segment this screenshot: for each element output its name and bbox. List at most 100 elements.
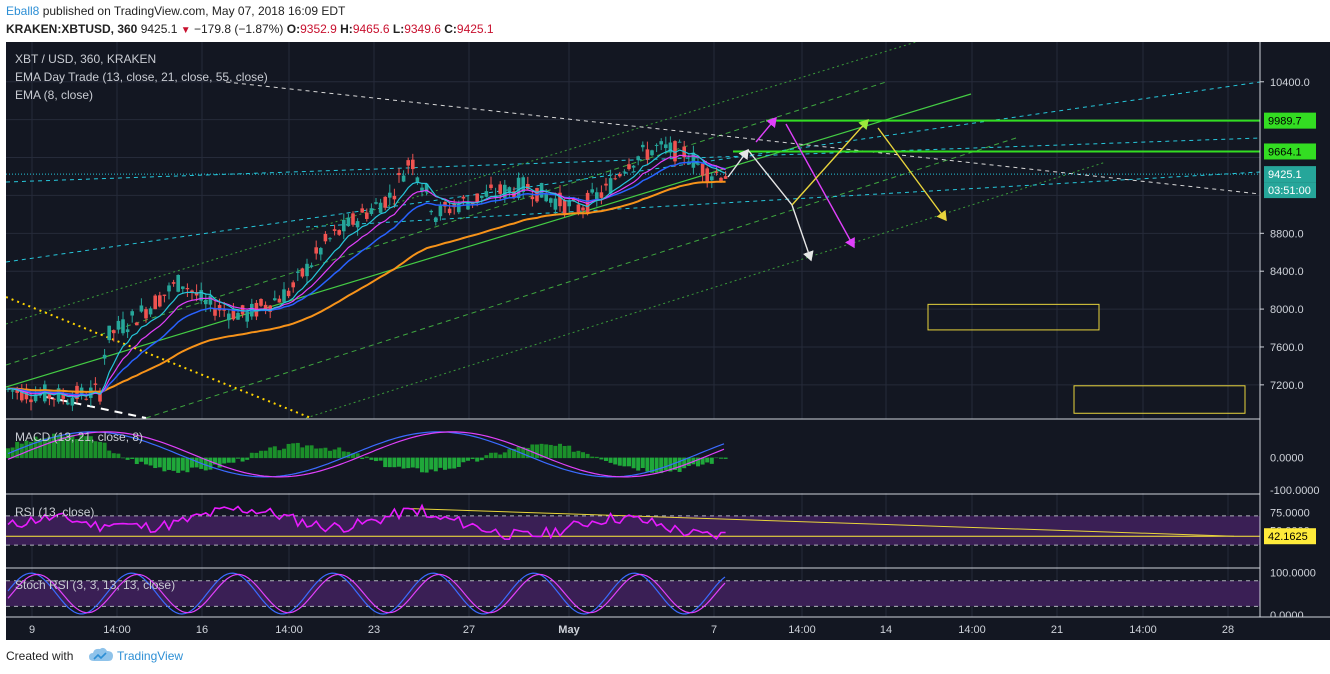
candle-body	[461, 196, 466, 199]
candle-body	[309, 265, 314, 267]
candle-body	[700, 163, 705, 176]
macd-histogram-bar	[98, 441, 102, 459]
macd-histogram-bar	[645, 457, 650, 472]
symbol-name: KRAKEN:XBTUSD, 360	[6, 22, 138, 36]
candle-body	[245, 311, 249, 322]
ema-13-line	[7, 154, 726, 397]
candle-body	[650, 150, 654, 156]
last-price-badge-bg	[1264, 166, 1316, 183]
candle-body	[654, 144, 659, 146]
candle-body	[337, 230, 341, 235]
macd-histogram-bar	[139, 457, 144, 462]
time-tick-label: 14:00	[275, 624, 303, 636]
candle-body	[397, 173, 401, 176]
created-with-text: Created with	[6, 649, 74, 663]
macd-histogram-bar	[130, 457, 135, 459]
candle-body	[167, 285, 171, 292]
candle-body	[181, 286, 185, 289]
countdown-badge-bg	[1264, 182, 1316, 199]
candle-body	[121, 319, 125, 334]
macd-histogram-bar	[272, 446, 277, 459]
time-tick-label: 14	[880, 624, 892, 636]
macd-histogram-bar	[466, 457, 470, 461]
macd-histogram-bar	[374, 457, 378, 462]
candle-body	[457, 204, 461, 213]
published-text: published on TradingView.com, May 07, 20…	[42, 4, 346, 18]
macd-histogram-bar	[392, 457, 397, 468]
macd-histogram-bar	[162, 457, 167, 472]
candle-body	[116, 320, 121, 330]
macd-histogram-bar	[157, 457, 162, 468]
candle-body	[526, 184, 530, 189]
last-price: 9425.1	[140, 22, 178, 36]
macd-histogram-bar	[61, 436, 66, 459]
trend-line-solid	[6, 93, 972, 388]
macd-histogram-bar	[291, 443, 296, 459]
macd-histogram-bar	[401, 457, 406, 469]
macd-histogram-bar	[153, 457, 158, 469]
candle-body	[125, 329, 130, 333]
price-tick-label: 7200.0	[1270, 380, 1304, 392]
chart-svg[interactable]: 10400.0 8800.0 8400.0 8000.0 7600.0 7200.0 998…	[6, 42, 1330, 640]
chart-area[interactable]: 10400.0 8800.0 8400.0 8000.0 7600.0 7200.0 998…	[6, 42, 1330, 640]
time-axis-bg	[6, 617, 1330, 640]
macd-histogram-bar	[337, 447, 342, 459]
author-link[interactable]: Eball8	[6, 4, 40, 18]
candle-body	[507, 187, 512, 194]
macd-histogram-bar	[93, 441, 98, 459]
candle-body	[691, 152, 696, 168]
tradingview-link[interactable]: TradingView	[117, 649, 184, 663]
macd-histogram-bar	[277, 450, 282, 459]
candle-body	[443, 201, 447, 207]
macd-histogram-bar	[194, 457, 199, 468]
candle-body	[673, 141, 677, 162]
candle-body	[153, 295, 157, 310]
candle-body	[240, 305, 245, 315]
macd-histogram-bar	[650, 457, 654, 473]
candle-body	[171, 282, 176, 284]
macd-histogram-bar	[305, 445, 309, 459]
macd-histogram-bar	[378, 457, 383, 461]
candle-body	[135, 322, 139, 326]
candle-body	[158, 295, 162, 307]
macd-histogram-bar	[567, 445, 572, 459]
candle-body	[420, 187, 424, 192]
candle-body	[558, 192, 562, 207]
candle-body	[323, 233, 328, 242]
price-tick-label: 8800.0	[1270, 228, 1304, 240]
macd-histogram-bar	[617, 457, 622, 466]
candle-body	[503, 184, 507, 198]
level-badge-2: 9664.1	[1268, 146, 1302, 158]
macd-histogram-bar	[631, 457, 636, 469]
open-value: 9352.9	[300, 22, 337, 36]
candle-body	[351, 213, 355, 225]
macd-histogram-bar	[438, 457, 443, 468]
macd-histogram-bar	[654, 457, 659, 473]
rsi-line	[7, 503, 726, 541]
white-dashed-old	[45, 396, 147, 419]
candle-body	[98, 390, 102, 402]
macd-histogram-bar	[410, 457, 415, 468]
candle-body	[33, 394, 38, 402]
tradingview-cloud-icon	[89, 647, 113, 661]
candle-body	[719, 177, 723, 182]
stoch-k-line	[7, 572, 726, 615]
macd-histogram-bar	[723, 457, 728, 459]
candle-body	[415, 177, 420, 183]
macd-histogram-bar	[383, 457, 388, 468]
time-tick-label: 28	[1222, 624, 1234, 636]
publish-line: Eball8 published on TradingView.com, May…	[6, 4, 345, 18]
macd-histogram-bar	[590, 456, 595, 459]
macd-histogram-bar	[636, 457, 641, 471]
macd-histogram-bar	[180, 457, 185, 471]
candle-body	[374, 202, 378, 204]
macd-histogram-bar	[111, 453, 116, 459]
drawings-layer	[727, 116, 1246, 414]
axes-layer: 10400.0 8800.0 8400.0 8000.0 7600.0 7200.0 998…	[6, 42, 1330, 640]
macd-histogram-bar	[125, 457, 130, 460]
candle-body	[383, 196, 387, 208]
publish-header: Eball8 published on TradingView.com, May…	[0, 0, 1330, 42]
macd-histogram-bar	[424, 457, 429, 473]
macd-histogram-bar	[571, 451, 576, 459]
macd-histogram-bar	[84, 436, 89, 459]
